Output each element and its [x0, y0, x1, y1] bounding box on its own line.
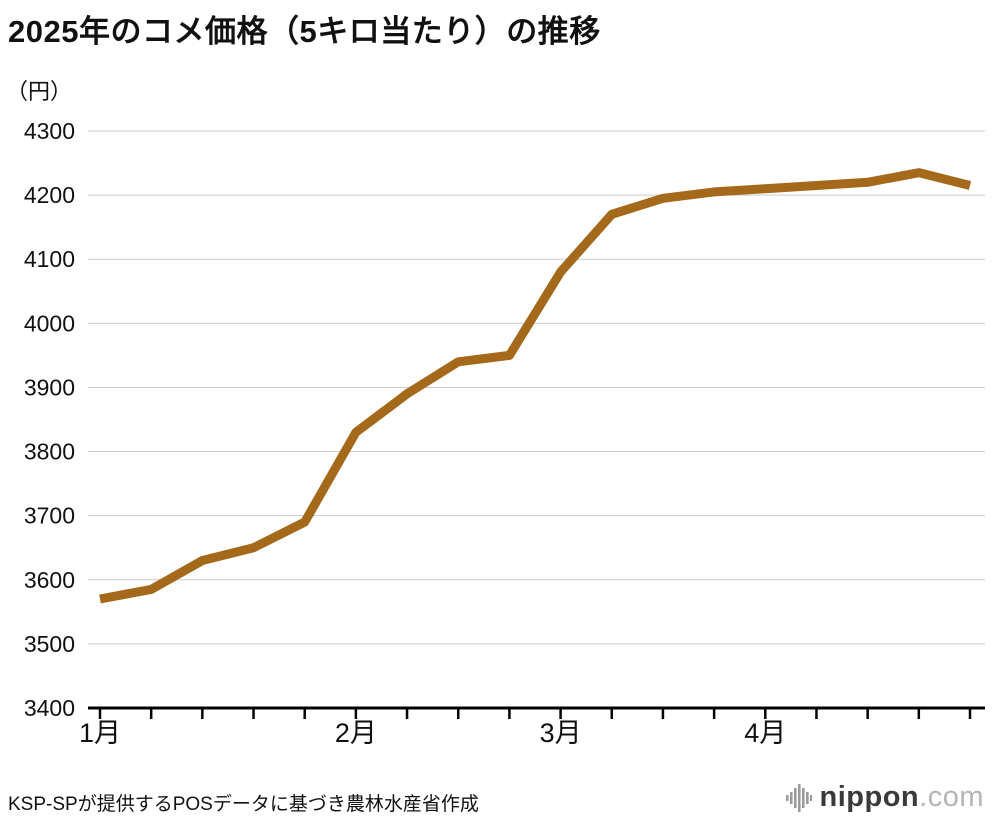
x-month-label: 2月: [335, 718, 377, 748]
logo-text-wrap: nippon.com: [820, 781, 984, 814]
x-month-label: 3月: [540, 718, 582, 748]
x-month-label: 1月: [79, 718, 121, 748]
y-axis-unit-label: （円）: [6, 79, 73, 104]
logo-text-nippon: nippon: [819, 781, 920, 813]
price-line: [99, 168, 972, 604]
y-tick-label: 3900: [24, 374, 75, 400]
y-tick-label: 3700: [24, 503, 75, 529]
source-note: KSP-SPが提供するPOSデータに基づき農林水産省作成: [8, 794, 479, 815]
y-tick-label: 4000: [24, 310, 75, 336]
y-tick-label: 3400: [24, 695, 75, 721]
x-month-label: 4月: [744, 718, 786, 748]
y-tick-label: 3600: [24, 567, 75, 593]
y-tick-label: 4200: [24, 182, 75, 208]
chart-title: 2025年のコメ価格（5キロ当たり）の推移: [8, 14, 601, 49]
y-tick-label: 4300: [24, 118, 75, 144]
rice-price-line-chart: 3400 3500 3600 3700 3800 3900 4000 4100 4200 4300…: [24, 118, 985, 748]
logo-text-domain: .com: [919, 781, 984, 813]
logo-soundbars-icon: [785, 783, 812, 812]
y-tick-label: 3800: [24, 439, 75, 465]
y-tick-label: 4100: [24, 246, 75, 272]
nippon-logo: nippon.com: [785, 781, 984, 814]
y-tick-label: 3500: [24, 631, 75, 657]
